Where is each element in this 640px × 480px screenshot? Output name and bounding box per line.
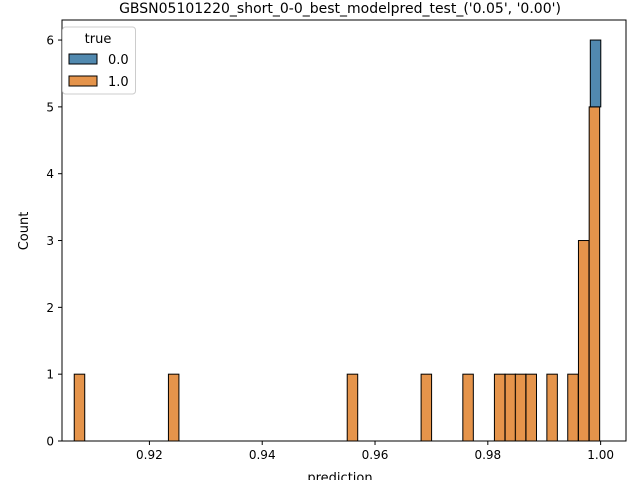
bar-1-0-3 xyxy=(420,373,433,442)
bar-1-0-5 xyxy=(493,373,506,442)
legend-label-0: 0.0 xyxy=(108,53,129,68)
y-tick-label: 4 xyxy=(46,167,54,181)
bar-1-0-2 xyxy=(346,373,359,442)
y-tick-label: 6 xyxy=(46,34,54,48)
plot-area-frame xyxy=(61,19,627,442)
x-tick-label: 0.94 xyxy=(249,448,276,462)
chart-title: GBSN05101220_short_0-0_best_modelpred_te… xyxy=(119,1,561,17)
y-tick-label: 2 xyxy=(46,301,54,315)
bar-1-0-1 xyxy=(167,373,180,442)
x-axis-label: prediction xyxy=(307,471,372,480)
bar-1-0-4 xyxy=(462,373,474,442)
bar-1-0-8 xyxy=(525,373,537,442)
bar-1-0-6 xyxy=(504,373,517,442)
bar-1-0-0 xyxy=(73,373,86,442)
bar-1-0-10 xyxy=(567,373,579,442)
y-tick-label: 3 xyxy=(46,234,54,248)
x-axis-ticks: 0.92 0.94 0.96 0.98 1.00 xyxy=(136,441,614,462)
y-tick-label: 1 xyxy=(46,368,54,382)
y-tick-label: 0 xyxy=(46,435,54,449)
bar-1-0-7 xyxy=(514,373,527,442)
bar-1-0-12 xyxy=(588,106,601,442)
bar-1-0-9 xyxy=(546,373,558,442)
y-axis-ticks: 0 1 2 3 4 5 6 xyxy=(46,34,62,449)
y-tick-label: 5 xyxy=(46,100,54,114)
y-axis-label: Count xyxy=(17,212,32,251)
bars-group xyxy=(73,39,602,442)
x-tick-label: 0.96 xyxy=(362,448,389,462)
bar-0-0-0 xyxy=(589,39,602,108)
bar-1-0-11 xyxy=(577,240,590,442)
x-tick-label: 0.92 xyxy=(136,448,163,462)
legend-swatch-0 xyxy=(68,53,98,65)
legend: true 0.0 1.0 xyxy=(62,26,136,95)
x-tick-label: 0.98 xyxy=(474,448,501,462)
legend-title: true xyxy=(85,32,112,47)
x-tick-label: 1.00 xyxy=(587,448,614,462)
legend-swatch-1 xyxy=(68,75,98,87)
legend-label-1: 1.0 xyxy=(108,75,129,90)
